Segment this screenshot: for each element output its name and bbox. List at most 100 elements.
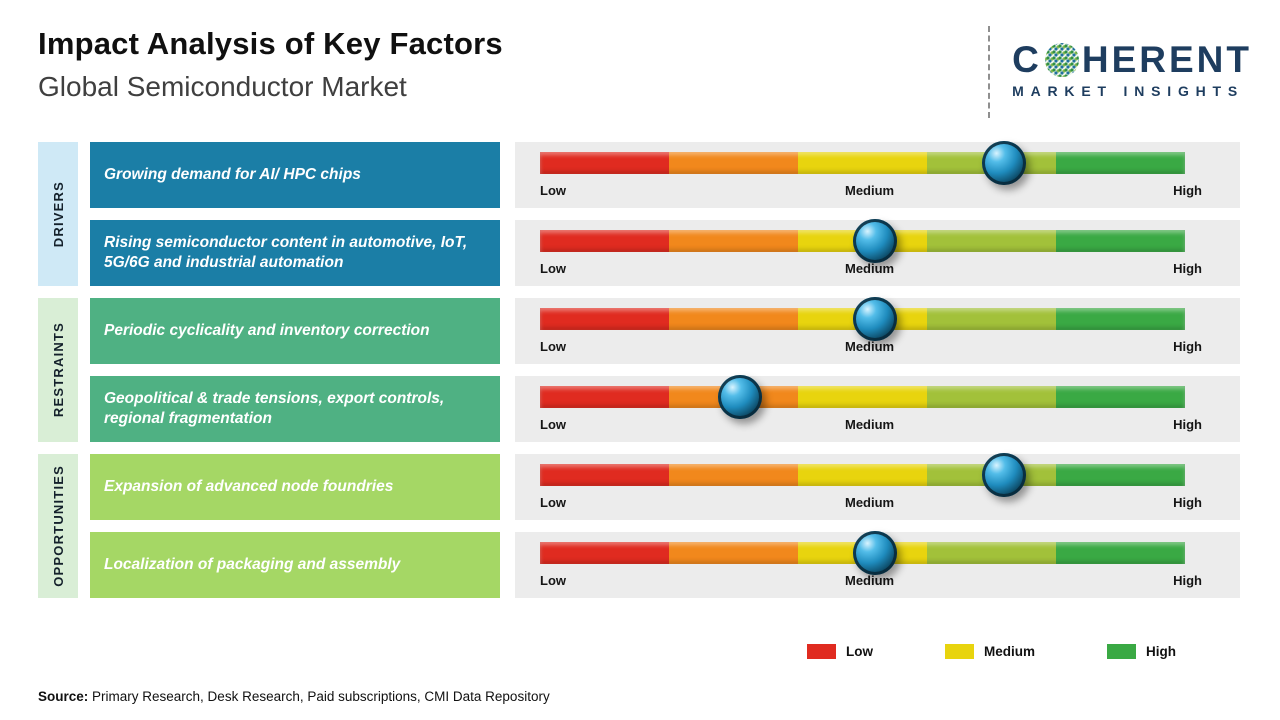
scale-segment-high bbox=[1056, 308, 1185, 330]
factor-row: Periodic cyclicality and inventory corre… bbox=[90, 297, 1240, 364]
legend-swatch-high bbox=[1107, 644, 1136, 659]
scale-segment-medium-high bbox=[927, 230, 1056, 252]
tick-low: Low bbox=[540, 495, 566, 510]
impact-bar-panel: Low Medium High bbox=[515, 141, 1240, 208]
factor-row: Expansion of advanced node foundries bbox=[90, 453, 1240, 520]
tick-medium: Medium bbox=[844, 417, 895, 432]
group-label-strip: RESTRAINTS bbox=[38, 298, 78, 442]
legend-item-high: High bbox=[1107, 644, 1176, 659]
impact-scale-bar bbox=[540, 453, 1185, 497]
header: Impact Analysis of Key Factors Global Se… bbox=[0, 0, 1280, 118]
group-label: RESTRAINTS bbox=[50, 322, 66, 418]
scale-segment-high bbox=[1056, 386, 1185, 408]
scale-segment-medium-high bbox=[927, 542, 1056, 564]
legend-label-high: High bbox=[1146, 644, 1176, 659]
group-rows: Periodic cyclicality and inventory corre… bbox=[90, 297, 1240, 442]
group-label-strip: DRIVERS bbox=[38, 142, 78, 286]
group-restraints: RESTRAINTS Periodic cyclicality and inve… bbox=[38, 297, 1240, 442]
legend-label-low: Low bbox=[845, 644, 873, 659]
legend-item-low: Low bbox=[806, 644, 873, 659]
scale-segment-medium bbox=[798, 464, 927, 486]
factor-box: Geopolitical & trade tensions, export co… bbox=[90, 376, 500, 442]
scale-ticks: Low Medium High bbox=[540, 261, 1202, 276]
impact-bar-panel: Low Medium High bbox=[515, 531, 1240, 598]
group-rows: Expansion of advanced node foundries bbox=[90, 453, 1240, 598]
factor-text: Periodic cyclicality and inventory corre… bbox=[104, 321, 430, 339]
logo-word-end: HERENT bbox=[1081, 39, 1252, 80]
scale-segment-low bbox=[540, 308, 669, 330]
tick-high: High bbox=[1173, 573, 1202, 588]
source-note: Source: Primary Research, Desk Research,… bbox=[38, 689, 1280, 704]
logo-tagline: MARKET INSIGHTS bbox=[1012, 83, 1245, 99]
tick-medium: Medium bbox=[844, 573, 895, 588]
group-label: DRIVERS bbox=[50, 180, 66, 248]
logo-globe-icon bbox=[1044, 42, 1079, 77]
factor-text: Geopolitical & trade tensions, export co… bbox=[104, 389, 445, 427]
impact-scale-bar bbox=[540, 219, 1185, 263]
scale-segment-low-medium bbox=[669, 464, 798, 486]
impact-bar-panel: Low Medium High bbox=[515, 297, 1240, 364]
page-subtitle: Global Semiconductor Market bbox=[38, 71, 407, 102]
legend-swatch-low bbox=[806, 644, 836, 659]
impact-scale-bar bbox=[540, 297, 1185, 341]
group-label: OPPORTUNITIES bbox=[50, 465, 66, 587]
title-block: Impact Analysis of Key Factors Global Se… bbox=[38, 26, 503, 103]
group-opportunities: OPPORTUNITIES Expansion of advanced node… bbox=[38, 453, 1240, 598]
brand-logo: C HERENT MARKET INSIGHTS bbox=[988, 26, 1258, 118]
scale-segment-high bbox=[1056, 152, 1185, 174]
scale-ticks: Low Medium High bbox=[540, 573, 1202, 588]
impact-marker bbox=[717, 375, 762, 419]
impact-scale-bar bbox=[540, 531, 1185, 575]
scale-segment-high bbox=[1056, 230, 1185, 252]
logo-word-start: C bbox=[1012, 39, 1042, 80]
scale-segment-medium bbox=[798, 386, 927, 408]
scale-ticks: Low Medium High bbox=[540, 183, 1202, 198]
tick-low: Low bbox=[540, 573, 566, 588]
scale-segment-low bbox=[540, 542, 669, 564]
tick-high: High bbox=[1173, 183, 1202, 198]
scale-segment-low-medium bbox=[669, 308, 798, 330]
scale-segment-high bbox=[1056, 464, 1185, 486]
factor-box: Periodic cyclicality and inventory corre… bbox=[90, 298, 500, 364]
tick-low: Low bbox=[540, 183, 566, 198]
group-label-strip: OPPORTUNITIES bbox=[38, 454, 78, 598]
page-title: Impact Analysis of Key Factors bbox=[38, 26, 503, 61]
scale-segment-low bbox=[540, 230, 669, 252]
tick-medium: Medium bbox=[844, 261, 895, 276]
factor-box: Localization of packaging and assembly bbox=[90, 532, 500, 598]
scale-segment-low bbox=[540, 464, 669, 486]
factor-text: Expansion of advanced node foundries bbox=[104, 477, 394, 495]
scale-segment-high bbox=[1056, 542, 1185, 564]
tick-medium: Medium bbox=[844, 339, 895, 354]
source-text: Primary Research, Desk Research, Paid su… bbox=[92, 689, 550, 704]
group-drivers: DRIVERS Growing demand for AI/ HPC chips bbox=[38, 141, 1240, 286]
tick-medium: Medium bbox=[844, 495, 895, 510]
scale-ticks: Low Medium High bbox=[540, 417, 1202, 432]
legend-swatch-medium bbox=[944, 644, 974, 659]
legend-item-medium: Medium bbox=[944, 644, 1035, 659]
tick-high: High bbox=[1173, 261, 1202, 276]
tick-high: High bbox=[1173, 495, 1202, 510]
scale-segment-low-medium bbox=[669, 152, 798, 174]
impact-bar-panel: Low Medium High bbox=[515, 453, 1240, 520]
factor-box: Growing demand for AI/ HPC chips bbox=[90, 142, 500, 208]
factor-text: Rising semiconductor content in automoti… bbox=[104, 233, 468, 271]
factor-row: Geopolitical & trade tensions, export co… bbox=[90, 375, 1240, 442]
impact-bar-panel: Low Medium High bbox=[515, 219, 1240, 286]
impact-marker bbox=[853, 219, 898, 263]
scale-segment-medium bbox=[798, 152, 927, 174]
scale-ticks: Low Medium High bbox=[540, 339, 1202, 354]
factor-row: Localization of packaging and assembly bbox=[90, 531, 1240, 598]
impact-chart: DRIVERS Growing demand for AI/ HPC chips bbox=[38, 141, 1240, 598]
tick-low: Low bbox=[540, 339, 566, 354]
scale-segment-low-medium bbox=[669, 230, 798, 252]
scale-segment-low bbox=[540, 386, 669, 408]
logo-wordmark: C HERENT bbox=[1012, 41, 1252, 78]
factor-row: Rising semiconductor content in automoti… bbox=[90, 219, 1240, 286]
impact-bar-panel: Low Medium High bbox=[515, 375, 1240, 442]
source-label: Source: bbox=[38, 689, 89, 704]
impact-marker bbox=[982, 141, 1027, 185]
factor-row: Growing demand for AI/ HPC chips Lo bbox=[90, 141, 1240, 208]
group-rows: Growing demand for AI/ HPC chips Lo bbox=[90, 141, 1240, 286]
